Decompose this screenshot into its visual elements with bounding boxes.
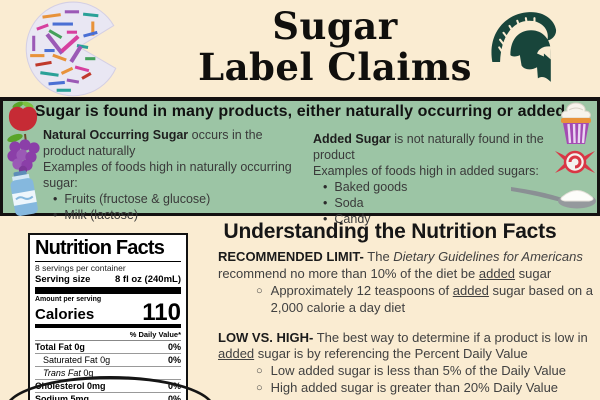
table-row: Total Fat 0g 0%: [35, 342, 181, 355]
list-item: Candy: [323, 211, 563, 227]
understanding-heading: Understanding the Nutrition Facts: [223, 220, 557, 243]
milk-bottle-icon: [10, 170, 38, 216]
section-banner-text: Sugar is found in many products, either …: [34, 103, 566, 120]
cupcake-icon: [561, 102, 591, 144]
servings-per-container: 8 servings per container: [35, 263, 126, 273]
label-divider-bar: [35, 287, 181, 294]
sugar-spoon-icon: [511, 187, 596, 209]
added-sugar-examples-intro: Examples of foods high in added sugars:: [313, 164, 539, 178]
candy-icon: [555, 150, 595, 174]
list-item: Soda: [323, 195, 563, 211]
high-added-sugar-bullet: ○ High added sugar is greater than 20% D…: [256, 380, 594, 397]
open-circle-bullet: ○: [256, 365, 263, 378]
understanding-body: RECOMMENDED LIMIT- The Dietary Guideline…: [218, 249, 594, 400]
natural-sugar-definition: Natural Occurring Sugar occurs in the pr…: [43, 128, 263, 158]
natural-sugar-examples-intro: Examples of foods high in naturally occu…: [43, 160, 292, 190]
open-circle-bullet: ○: [256, 382, 263, 395]
apple-icon: [8, 101, 38, 131]
added-sugar-definition: Added Sugar is not naturally found in th…: [313, 132, 544, 162]
table-row: Saturated Fat 0g 0%: [35, 354, 181, 368]
daily-value-header: % Daily Value*: [35, 328, 181, 342]
sugar-types-section: Sugar is found in many products, either …: [0, 97, 600, 226]
added-sugar-examples-list: Baked goods Soda Candy: [323, 179, 563, 227]
low-vs-high-paragraph: LOW VS. HIGH- The best way to determine …: [218, 330, 594, 398]
page-title-line1: Sugar: [272, 4, 398, 48]
added-sugar-column: Added Sugar is not naturally found in th…: [313, 131, 563, 227]
natural-sugar-examples-list: Fruits (fructose & glucose) Milk (lactos…: [53, 191, 295, 223]
page-title-line2: Label Claims: [198, 45, 472, 90]
list-item: Milk (lactose): [53, 207, 295, 223]
list-item: Fruits (fructose & glucose): [53, 191, 295, 207]
serving-size-row: Serving size 8 fl oz (240mL): [35, 274, 181, 285]
natural-sugar-column: Natural Occurring Sugar occurs in the pr…: [43, 127, 295, 223]
msu-spartan-logo: [491, 12, 557, 82]
calories-row: Calories 110: [35, 299, 181, 329]
grapes-icon: [7, 133, 40, 173]
calories-value: 110: [142, 299, 181, 326]
nutrition-facts-title: Nutrition Facts: [35, 237, 181, 262]
list-item: Baked goods: [323, 179, 563, 195]
recommended-limit-bullet: ○ Approximately 12 teaspoons of added su…: [256, 282, 593, 315]
open-circle-bullet: ○: [256, 284, 263, 297]
amount-per-serving: Amount per serving: [35, 296, 102, 303]
low-added-sugar-bullet: ○ Low added sugar is less than 5% of the…: [256, 363, 594, 380]
recommended-limit-paragraph: RECOMMENDED LIMIT- The Dietary Guideline…: [218, 249, 593, 315]
page-title: Sugar Label Claims: [140, 4, 530, 90]
nutrition-facts-label: Nutrition Facts 8 servings per container…: [28, 233, 188, 400]
sugar-claims-wordcloud-image: [25, 1, 117, 97]
